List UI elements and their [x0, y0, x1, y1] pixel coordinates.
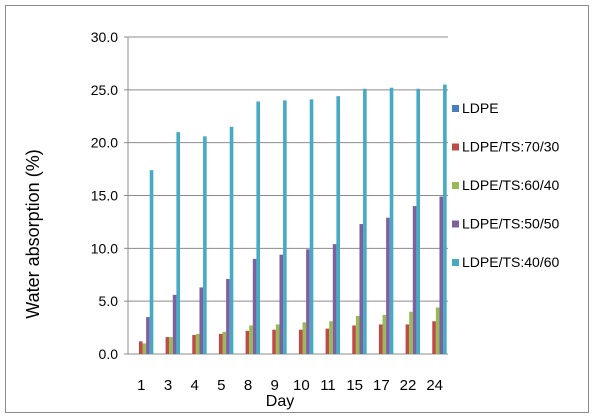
bar	[386, 217, 390, 354]
bar	[302, 322, 307, 354]
bar	[382, 314, 387, 354]
x-tick-label: 17	[373, 377, 390, 394]
bar	[416, 88, 420, 354]
bar	[138, 341, 143, 354]
y-axis-ticks: 0.0 5.0 10.0 15.0 20.0 25.0 30.0	[91, 29, 118, 362]
x-tick-label: 22	[400, 377, 417, 394]
y-axis-label: Water absorption (%)	[23, 149, 43, 318]
bar	[405, 324, 410, 354]
bar-chart: 0.05.010.015.020.025.030.0 1 3 4 5 8 9 10 11 15 1…	[23, 29, 559, 410]
bar	[336, 96, 340, 354]
x-tick-label: 3	[164, 377, 172, 394]
bar	[256, 101, 260, 354]
bar	[439, 196, 444, 354]
x-tick-label: 11	[320, 377, 336, 394]
y-tick-label: 10.0	[91, 240, 118, 256]
legend-label: LDPE/TS:50/50	[462, 216, 559, 232]
bar	[325, 328, 330, 354]
bar	[199, 287, 204, 354]
bar	[252, 258, 257, 354]
x-tick-label: 9	[270, 377, 278, 394]
y-tick-label: 20.0	[91, 135, 118, 151]
bar	[203, 136, 207, 354]
bar	[226, 278, 230, 354]
legend-swatch	[452, 105, 459, 112]
bar	[435, 307, 440, 354]
bar	[359, 224, 364, 354]
bar	[272, 329, 276, 354]
legend-label: LDPE/TS:70/30	[462, 139, 559, 155]
x-tick-label: 10	[293, 377, 310, 394]
x-tick-label: 1	[137, 377, 145, 394]
legend-label: LDPE	[462, 100, 499, 116]
x-axis-ticks: 1 3 4 5 8 9 10 11 15 17 22 24	[137, 377, 443, 394]
legend-swatch	[452, 220, 459, 228]
bar	[176, 132, 180, 354]
bar	[192, 334, 196, 354]
bar	[275, 324, 280, 354]
bar	[169, 337, 173, 354]
legend-swatch	[452, 143, 459, 151]
bar	[409, 311, 413, 354]
y-tick-label: 15.0	[91, 188, 118, 204]
legend-label: LDPE/TS:40/60	[462, 254, 559, 270]
x-axis-label: Day	[266, 393, 294, 410]
x-tick-label: 8	[244, 377, 252, 394]
legend-swatch	[452, 182, 459, 189]
bar	[172, 294, 177, 354]
y-tick-label: 30.0	[91, 29, 118, 45]
bar	[283, 100, 287, 355]
bar	[149, 170, 154, 354]
bar	[412, 206, 417, 354]
x-tick-label: 4	[190, 377, 198, 394]
legend-label: LDPE/TS:60/40	[462, 177, 559, 193]
bar	[142, 343, 147, 354]
bar	[222, 331, 227, 354]
bar	[306, 249, 310, 354]
y-tick-label: 25.0	[91, 82, 118, 98]
bar	[329, 321, 333, 354]
bar	[309, 99, 314, 355]
bar	[195, 333, 200, 354]
bar	[165, 337, 170, 354]
bar	[378, 324, 383, 354]
bar	[363, 88, 367, 354]
gridlines	[124, 36, 448, 355]
x-tick-label: 5	[217, 377, 225, 394]
bar	[432, 321, 436, 354]
bars	[138, 84, 447, 355]
bar	[229, 126, 234, 354]
bar	[352, 325, 356, 354]
bar	[355, 315, 360, 354]
y-tick-label: 5.0	[99, 293, 119, 309]
y-tick-label: 0.0	[99, 346, 119, 362]
bar	[249, 325, 253, 354]
bar	[332, 244, 337, 354]
legend-swatch	[452, 259, 459, 266]
chart-frame: 0.0 5.0 10.0 15.0 20.0 25.0 30.0 1 3 4 5 8 9 10 11 15 1…	[5, 5, 589, 413]
bar	[279, 254, 284, 354]
bar	[298, 329, 303, 354]
bar	[389, 87, 394, 354]
x-tick-label: 24	[426, 377, 443, 394]
bar	[218, 333, 223, 354]
bar	[245, 330, 250, 354]
x-tick-label: 15	[346, 377, 363, 394]
bar	[443, 84, 447, 355]
legend: LDPE LDPE/TS:70/30 LDPE/TS:60/40 LDPE/TS:50…	[452, 100, 559, 270]
bar	[146, 317, 150, 354]
